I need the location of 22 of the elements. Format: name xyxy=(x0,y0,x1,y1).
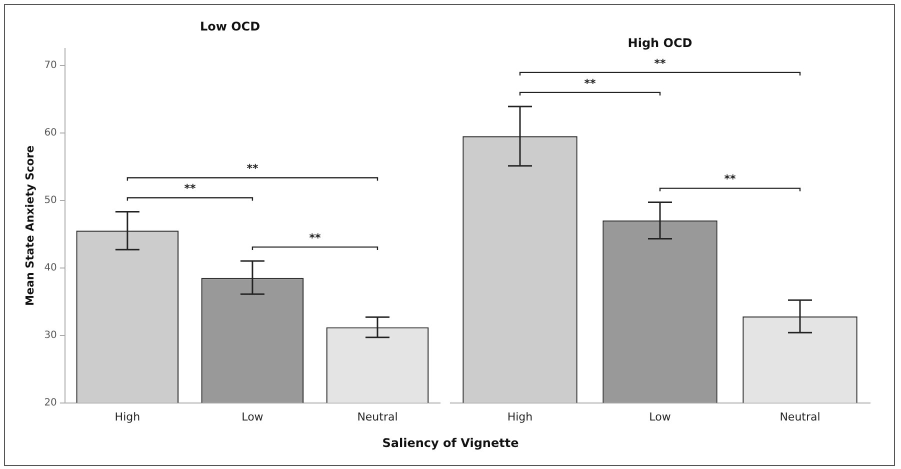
x-tick-label: Low xyxy=(242,410,264,424)
y-tick-label: 30 xyxy=(44,330,57,341)
y-tick-label: 70 xyxy=(44,60,57,71)
annotation: ** xyxy=(584,76,596,90)
annotation: ** xyxy=(309,231,321,244)
annotation: ** xyxy=(246,162,258,176)
chart-title: Low OCD xyxy=(200,19,260,34)
x-tick-label: High xyxy=(507,410,533,424)
x-tick-label: Low xyxy=(649,410,671,424)
y-axis-title: Mean State Anxiety Score xyxy=(23,145,36,306)
x-tick-label: High xyxy=(114,410,140,424)
x-tick-label: Neutral xyxy=(357,410,398,424)
y-tick-label: 60 xyxy=(44,127,57,138)
annotation: ** xyxy=(724,172,736,186)
chart-title: High OCD xyxy=(628,36,692,50)
y-tick-label: 20 xyxy=(44,397,57,408)
annotation: ** xyxy=(184,182,196,196)
x-tick-label: Neutral xyxy=(780,410,820,424)
y-tick-label: 50 xyxy=(44,194,57,206)
x-axis-title: Saliency of Vignette xyxy=(381,436,520,450)
y-tick-label: 40 xyxy=(44,262,57,274)
annotation: ** xyxy=(654,56,666,70)
